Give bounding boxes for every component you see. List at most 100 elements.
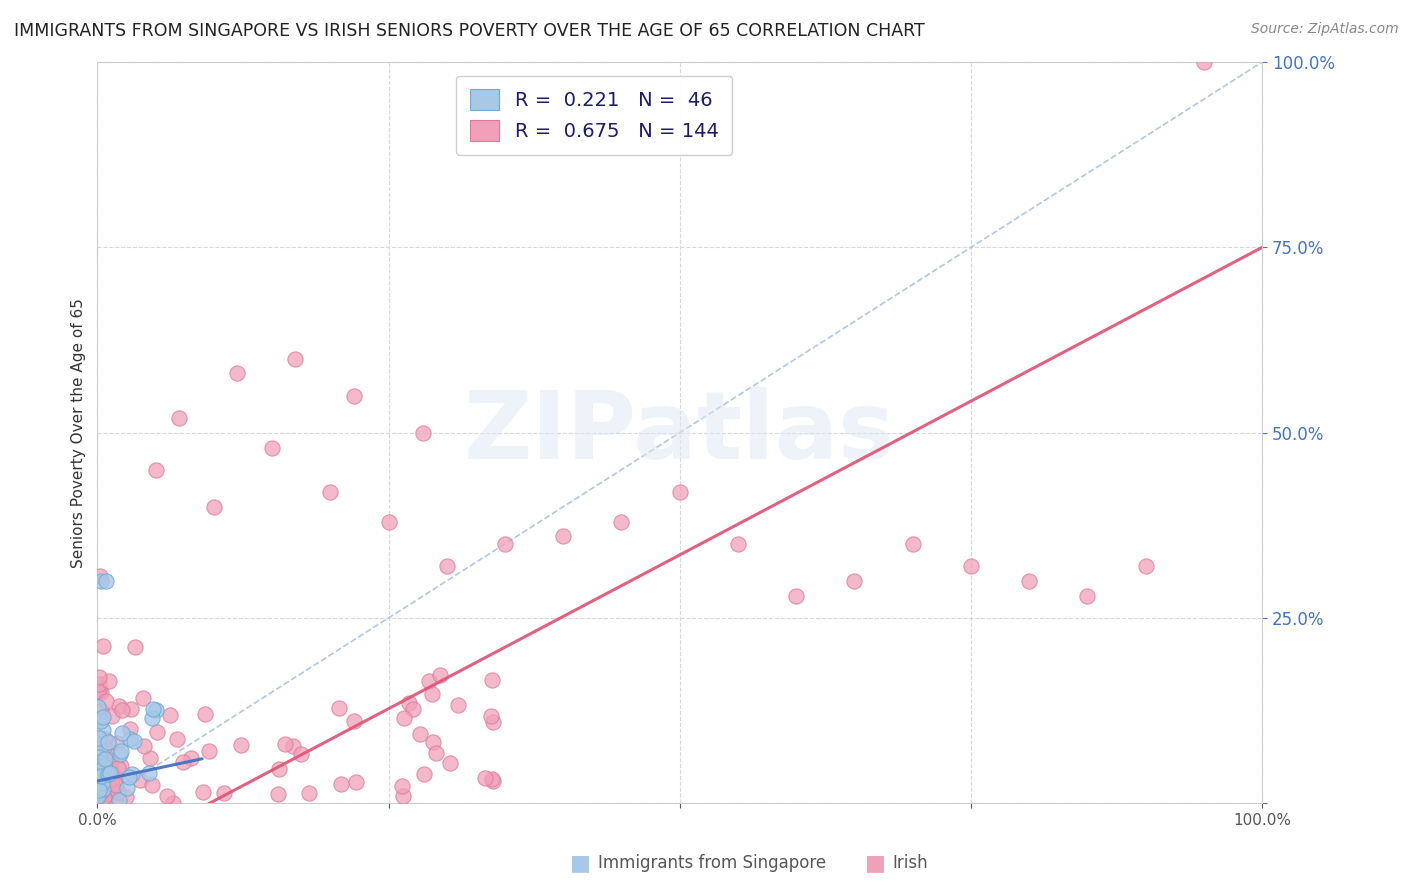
Point xyxy=(111,703,134,717)
Point xyxy=(101,780,124,795)
Point xyxy=(844,574,866,588)
Point xyxy=(229,739,252,753)
Point xyxy=(481,673,503,688)
Point xyxy=(439,756,461,770)
Point xyxy=(87,670,110,684)
Point xyxy=(89,755,111,769)
Point xyxy=(412,425,434,440)
Point xyxy=(87,700,110,714)
Point xyxy=(329,777,352,791)
Point xyxy=(162,796,184,810)
Point xyxy=(115,780,138,795)
Point xyxy=(107,784,129,798)
Point xyxy=(93,756,115,770)
Point xyxy=(93,723,115,738)
Point xyxy=(172,756,194,770)
Point xyxy=(105,736,128,750)
Text: Irish: Irish xyxy=(893,855,928,872)
Point xyxy=(87,764,110,778)
Point xyxy=(180,751,202,765)
Point xyxy=(97,735,120,749)
Point xyxy=(90,574,112,588)
Point xyxy=(474,771,496,785)
Point xyxy=(482,714,505,729)
Point xyxy=(89,756,111,770)
Point xyxy=(91,782,114,797)
Point xyxy=(412,767,434,781)
Point xyxy=(436,559,458,574)
Point xyxy=(91,756,114,771)
Point xyxy=(138,766,160,780)
Point xyxy=(93,756,115,771)
Point xyxy=(86,712,108,726)
Point xyxy=(166,731,188,746)
Point xyxy=(87,775,110,789)
Point xyxy=(94,746,117,760)
Point xyxy=(90,761,112,775)
Point xyxy=(481,772,503,786)
Point xyxy=(107,760,129,774)
Point xyxy=(86,790,108,805)
Point xyxy=(960,559,983,574)
Point xyxy=(87,759,110,773)
Point xyxy=(398,696,420,710)
Point xyxy=(89,764,111,779)
Point xyxy=(93,759,115,773)
Point xyxy=(87,790,110,805)
Point xyxy=(145,703,167,717)
Point xyxy=(94,765,117,780)
Point xyxy=(409,726,432,740)
Point xyxy=(93,790,115,805)
Point xyxy=(145,463,167,477)
Point xyxy=(90,704,112,718)
Point xyxy=(87,684,110,698)
Point xyxy=(342,389,364,403)
Point xyxy=(494,537,516,551)
Point xyxy=(86,786,108,800)
Point xyxy=(91,746,114,760)
Point xyxy=(100,754,122,768)
Point xyxy=(87,783,110,797)
Point xyxy=(267,787,290,801)
Point xyxy=(86,777,108,791)
Text: ■: ■ xyxy=(569,854,591,873)
Point xyxy=(193,785,215,799)
Point xyxy=(87,789,110,803)
Point xyxy=(94,574,117,588)
Point xyxy=(377,515,399,529)
Text: ■: ■ xyxy=(865,854,886,873)
Point xyxy=(94,751,117,765)
Point xyxy=(141,778,163,792)
Point xyxy=(319,485,342,500)
Point xyxy=(91,793,114,807)
Point xyxy=(91,745,114,759)
Point xyxy=(100,764,122,778)
Point xyxy=(124,734,146,748)
Point xyxy=(118,722,141,736)
Point xyxy=(274,737,297,751)
Point xyxy=(87,683,110,698)
Point xyxy=(86,771,108,785)
Point xyxy=(89,741,111,756)
Legend: R =  0.221   N =  46, R =  0.675   N = 144: R = 0.221 N = 46, R = 0.675 N = 144 xyxy=(457,76,733,155)
Point xyxy=(87,750,110,764)
Point xyxy=(901,537,924,551)
Point xyxy=(142,702,165,716)
Point xyxy=(115,790,138,805)
Point xyxy=(344,774,367,789)
Point xyxy=(90,769,112,783)
Point xyxy=(96,776,118,790)
Point xyxy=(260,441,283,455)
Point xyxy=(343,714,366,728)
Point xyxy=(104,778,127,792)
Point xyxy=(93,740,115,755)
Point xyxy=(118,770,141,784)
Point xyxy=(91,776,114,790)
Point xyxy=(87,785,110,799)
Point xyxy=(145,725,167,739)
Point xyxy=(91,710,114,724)
Point xyxy=(93,772,115,786)
Point xyxy=(108,747,131,761)
Point xyxy=(391,779,413,793)
Point xyxy=(96,767,118,781)
